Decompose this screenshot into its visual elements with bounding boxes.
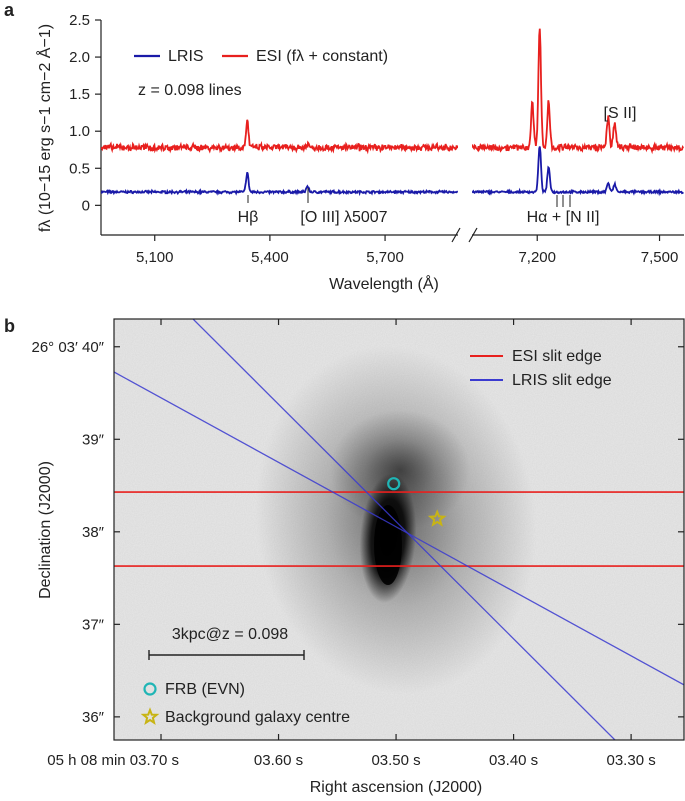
panel-b-x-label: Right ascension (J2000) — [310, 779, 483, 796]
frb-marker — [387, 477, 401, 491]
line-marker-ticks — [247, 188, 571, 207]
y-tick-label: 1.5 — [69, 86, 90, 103]
x-tick-label: 05 h 08 min 03.70 s — [47, 752, 179, 769]
y-tick-label: 26° 03′ 40″ — [31, 339, 104, 356]
x-tick-label: 5,700 — [366, 249, 404, 266]
panel-a-x-ticks: 5,100 5,400 5,700 7,200 7,500 — [136, 235, 678, 266]
x-tick-label: 7,500 — [641, 249, 679, 266]
line-label-sii: [S II] — [604, 105, 637, 122]
y-tick-label: 39″ — [82, 431, 105, 448]
legend-marker-frb — [143, 682, 157, 696]
legend-marker-star-icon — [140, 707, 160, 725]
panel-a-y-label: fλ (10−15 erg s−1 cm−2 Å−1) — [35, 24, 54, 232]
y-tick-label: 2.5 — [69, 12, 90, 29]
panel-a: a 0 0.5 1.0 1.5 2.0 2.5 5,100 5,400 5,700 7,200 7… — [4, 0, 684, 293]
scale-bar-label: 3kpc@z = 0.098 — [172, 626, 288, 643]
legend-label-lris: LRIS — [168, 48, 204, 65]
legend-label-background-centre: Background galaxy centre — [165, 709, 350, 726]
x-tick-label: 5,100 — [136, 249, 174, 266]
x-tick-label: 03.60 s — [254, 752, 303, 769]
y-tick-label: 1.0 — [69, 123, 90, 140]
panel-b-frame — [113, 318, 685, 741]
panel-a-x-label: Wavelength (Å) — [329, 274, 439, 293]
y-tick-label: 38″ — [82, 524, 105, 541]
panel-b-marker-legend: FRB (EVN) Background galaxy centre — [140, 681, 350, 726]
line-label-hbeta: Hβ — [238, 209, 259, 226]
panel-a-letter: a — [4, 0, 15, 20]
x-tick-label: 03.40 s — [489, 752, 538, 769]
x-tick-label: 5,400 — [251, 249, 289, 266]
legend-label-lris-slit: LRIS slit edge — [512, 372, 612, 389]
legend-label-esi: ESI (fλ + constant) — [256, 48, 388, 65]
panel-b-line-legend: ESI slit edge LRIS slit edge — [470, 348, 612, 389]
series-line-esi — [472, 28, 684, 155]
series-line-lris — [101, 171, 458, 197]
panel-a-series — [101, 28, 684, 197]
legend-label-esi-slit: ESI slit edge — [512, 348, 602, 365]
panel-a-legend: LRIS ESI (fλ + constant) — [134, 48, 388, 65]
y-tick-label: 0.5 — [69, 160, 90, 177]
y-tick-label: 2.0 — [69, 49, 90, 66]
panel-b: b 05 h 08 min 03.70 s 03.60 s 03.50 s 03.40… — [4, 316, 685, 796]
axis-break-marks — [451, 227, 478, 243]
y-tick-label: 0 — [82, 197, 90, 214]
panel-a-y-ticks: 0 0.5 1.0 1.5 2.0 2.5 — [69, 12, 101, 214]
x-tick-label: 03.50 s — [371, 752, 420, 769]
lris-slit-edge-1 — [192, 319, 616, 740]
scale-bar — [148, 650, 305, 660]
line-label-halpha-nii: Hα + [N II] — [527, 209, 600, 226]
panel-b-y-label: Declination (J2000) — [37, 461, 54, 599]
panel-a-annotation: z = 0.098 lines — [138, 82, 242, 99]
line-label-oiii: [O III] λ5007 — [300, 209, 387, 226]
x-tick-label: 03.30 s — [607, 752, 656, 769]
panel-b-y-ticks: 26° 03′ 40″ 39″ 38″ 37″ 36″ — [31, 339, 684, 726]
background-centre-star-icon — [427, 509, 447, 527]
panel-b-x-ticks: 05 h 08 min 03.70 s 03.60 s 03.50 s 03.40 s… — [47, 319, 656, 769]
y-tick-label: 37″ — [82, 616, 105, 633]
galaxy-image — [114, 319, 684, 740]
y-tick-label: 36″ — [82, 709, 105, 726]
legend-label-frb: FRB (EVN) — [165, 681, 245, 698]
slit-edges — [114, 319, 684, 740]
lris-slit-edge-2 — [114, 371, 684, 686]
series-line-esi — [101, 119, 458, 155]
x-tick-label: 7,200 — [518, 249, 556, 266]
series-line-lris — [472, 146, 684, 197]
panel-b-points — [387, 477, 447, 527]
panel-b-letter: b — [4, 316, 15, 336]
